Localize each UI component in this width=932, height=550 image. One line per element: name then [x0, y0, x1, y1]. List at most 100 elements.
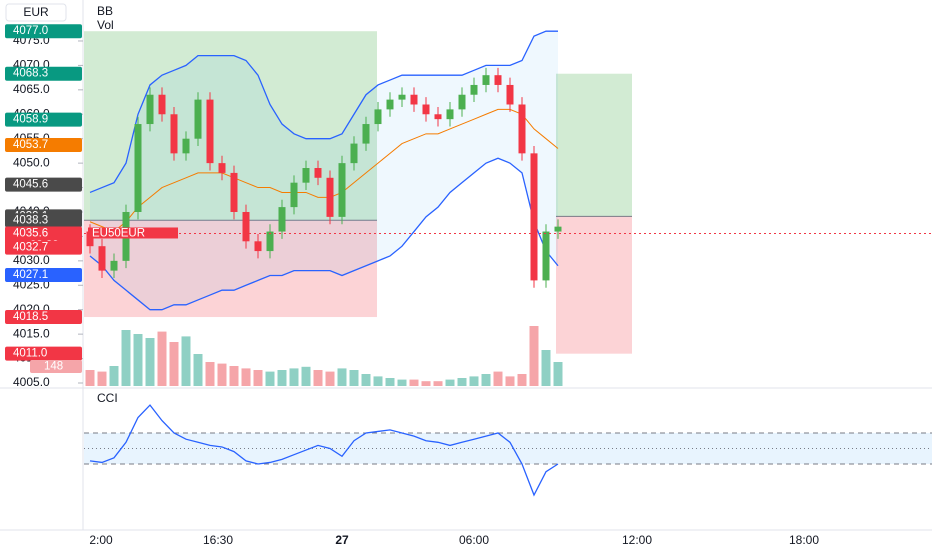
price-tag-label: 4077.0	[13, 25, 48, 37]
volume-bar	[541, 350, 551, 386]
candle-body	[518, 104, 526, 154]
price-tag-label: 4018.5	[13, 311, 48, 323]
time-label: 06:00	[459, 533, 489, 547]
candle-body	[98, 246, 106, 271]
indicator-label[interactable]: Vol	[97, 18, 114, 32]
candle-body	[530, 153, 538, 281]
volume-bar	[445, 379, 455, 386]
time-label: 16:30	[203, 533, 233, 547]
volume-bar	[505, 376, 515, 386]
currency[interactable]: EUR	[23, 5, 49, 19]
volume-bar	[121, 330, 131, 386]
candle-body	[170, 114, 178, 154]
bb-middle	[89, 108, 559, 233]
volume-bar	[169, 342, 179, 386]
candle-body	[326, 177, 334, 217]
candle-body	[158, 94, 166, 115]
price-tag-label: 4053.7	[13, 139, 48, 151]
volume-bar	[361, 374, 371, 386]
candle-body	[554, 226, 562, 232]
volume-bar	[325, 371, 335, 386]
candle-body	[194, 99, 202, 139]
volume-bar	[517, 374, 527, 386]
candle-body	[398, 94, 406, 100]
volume-bar	[469, 376, 479, 386]
price-tag	[5, 24, 82, 39]
volume-tag-label: 148	[44, 361, 63, 373]
price-tag	[5, 268, 82, 283]
volume-bar	[205, 362, 215, 386]
indicator-label[interactable]: BB	[97, 4, 113, 18]
volume-bar	[277, 370, 287, 386]
plot: 4075.04070.04065.04060.04055.04050.04045…	[5, 24, 932, 547]
price-tag-label: 4032.7	[13, 242, 48, 254]
volume-bar	[397, 379, 407, 386]
volume-bar	[253, 370, 263, 386]
candle-body	[254, 241, 262, 252]
volume-bar	[145, 338, 155, 386]
time-label: 18:00	[789, 533, 819, 547]
candle-body	[362, 124, 370, 144]
candle-body	[134, 124, 142, 212]
volume-bar	[193, 354, 203, 386]
volume-bar	[385, 378, 395, 386]
time-label: 12:00	[622, 533, 652, 547]
candle-body	[86, 231, 94, 247]
price-tick-label: 4065.0	[13, 82, 50, 96]
candle-body	[266, 231, 274, 252]
indicator-label[interactable]: CCI	[97, 391, 118, 405]
price-tag-label: 4038.3	[13, 214, 48, 226]
volume-bar	[157, 331, 167, 386]
volume-bar	[229, 366, 239, 386]
volume-bar	[217, 363, 227, 386]
volume-bar	[421, 381, 431, 386]
volume-bar	[313, 370, 323, 386]
time-label: 27	[335, 533, 349, 547]
volume-bar	[181, 336, 191, 386]
candle-body	[458, 94, 466, 110]
candle-body	[338, 163, 346, 217]
candle-body	[470, 84, 478, 95]
candle-body	[146, 94, 154, 125]
symbol-label-box	[88, 227, 178, 239]
volume-bar	[493, 371, 503, 386]
candle-body	[278, 207, 286, 232]
candle-body	[182, 138, 190, 154]
volume-bar	[481, 374, 491, 386]
volume-bar	[337, 368, 347, 386]
background	[0, 0, 932, 531]
price-tag	[5, 213, 82, 228]
candle-body	[206, 99, 214, 164]
candle-body	[350, 143, 358, 164]
symbol-label: EU50EUR	[92, 228, 145, 240]
profit-zone	[556, 73, 632, 217]
price-tick-label: 4015.0	[13, 326, 50, 340]
price-tag-label: 4058.9	[13, 114, 48, 126]
candle-body	[542, 231, 550, 281]
candle-body	[302, 168, 310, 183]
candle-body	[290, 182, 298, 208]
bb-upper	[89, 30, 558, 194]
bb-lower	[89, 157, 559, 311]
price-tick-label: 4050.0	[13, 155, 50, 169]
price-tag	[5, 310, 82, 325]
currency-box[interactable]	[5, 3, 67, 22]
price-tag-label: 4045.6	[13, 179, 48, 191]
volume-bar	[265, 371, 275, 386]
volume-bar	[97, 371, 107, 386]
price-tag	[5, 240, 82, 255]
candle-body	[386, 99, 394, 110]
ui-overlay: EUR BB Vol CCI	[5, 3, 118, 405]
candle-body	[434, 114, 442, 120]
volume-bar	[301, 366, 311, 386]
candle-body	[230, 172, 238, 212]
volume-bar	[133, 334, 143, 386]
volume-bar	[409, 379, 419, 386]
volume-bar	[109, 366, 119, 386]
volume-bar	[241, 368, 251, 386]
loss-zone	[556, 216, 632, 354]
price-tag	[5, 66, 82, 81]
time-label: 2:00	[89, 533, 113, 547]
